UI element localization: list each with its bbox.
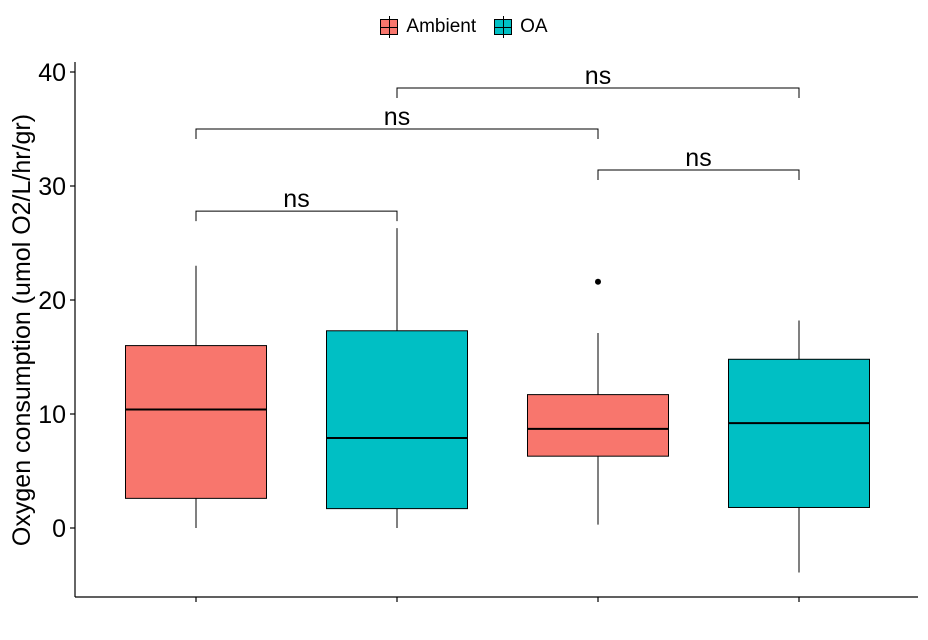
significance-brackets: ns ns ns ns xyxy=(195,62,800,222)
box-3 xyxy=(527,278,669,525)
y-tick-label: 0 xyxy=(52,515,66,543)
box-iqr xyxy=(125,345,267,499)
bracket-line xyxy=(195,210,398,222)
bracket-1: ns xyxy=(195,185,398,222)
significance-label: ns xyxy=(685,144,711,172)
legend: Ambient OA xyxy=(0,16,928,38)
box-4 xyxy=(728,320,870,573)
legend-item-ambient: Ambient xyxy=(380,16,476,38)
box-1 xyxy=(125,265,267,528)
significance-label: ns xyxy=(283,185,309,213)
y-tick-label: 40 xyxy=(38,59,66,87)
y-tick-label: 20 xyxy=(38,287,66,315)
bracket-line xyxy=(396,87,800,98)
significance-label: ns xyxy=(384,103,410,131)
box-iqr xyxy=(527,394,669,457)
legend-label-ambient: Ambient xyxy=(406,16,477,37)
bracket-2: ns xyxy=(195,103,599,139)
bracket-4: ns xyxy=(396,62,800,98)
x-axis xyxy=(75,596,918,602)
boxes xyxy=(125,228,870,573)
bracket-3: ns xyxy=(597,144,800,181)
y-tick-label: 10 xyxy=(38,401,66,429)
legend-item-oa: OA xyxy=(494,16,548,38)
box-iqr xyxy=(728,358,870,508)
legend-label-oa: OA xyxy=(520,16,548,37)
box-iqr xyxy=(326,330,468,510)
legend-key-ambient xyxy=(380,16,399,38)
bracket-line xyxy=(597,169,800,181)
significance-label: ns xyxy=(585,62,611,90)
y-tick-label: 30 xyxy=(38,173,66,201)
outlier-point xyxy=(595,278,601,285)
legend-key-oa xyxy=(494,16,513,38)
box-2 xyxy=(326,228,468,528)
y-axis: 0 10 20 30 40 xyxy=(38,59,76,597)
y-axis-label: Oxygen consumption (umol O2/L/hr/gr) xyxy=(8,114,36,546)
bracket-line xyxy=(195,128,599,139)
